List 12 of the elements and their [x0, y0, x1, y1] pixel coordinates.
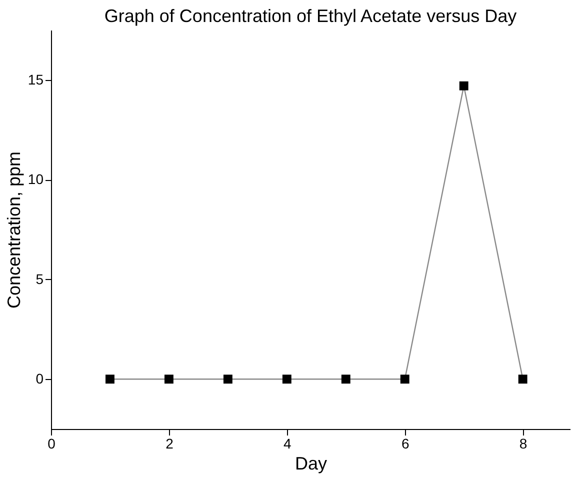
y-tick-label: 15 [28, 71, 44, 88]
chart-title: Graph of Concentration of Ethyl Acetate versus Day [104, 6, 517, 26]
y-tick-label: 0 [36, 370, 44, 387]
y-tick-label: 5 [36, 270, 44, 287]
x-tick-label: 6 [401, 436, 410, 452]
x-tick-label: 0 [48, 436, 56, 452]
y-axis-title: Concentration, ppm [4, 151, 24, 309]
x-axis-title: Day [294, 454, 328, 474]
y-tick-label: 10 [28, 171, 44, 188]
x-tick-label: 4 [284, 436, 292, 452]
x-tick-label: 8 [519, 436, 528, 452]
x-tick-label: 2 [166, 436, 174, 452]
